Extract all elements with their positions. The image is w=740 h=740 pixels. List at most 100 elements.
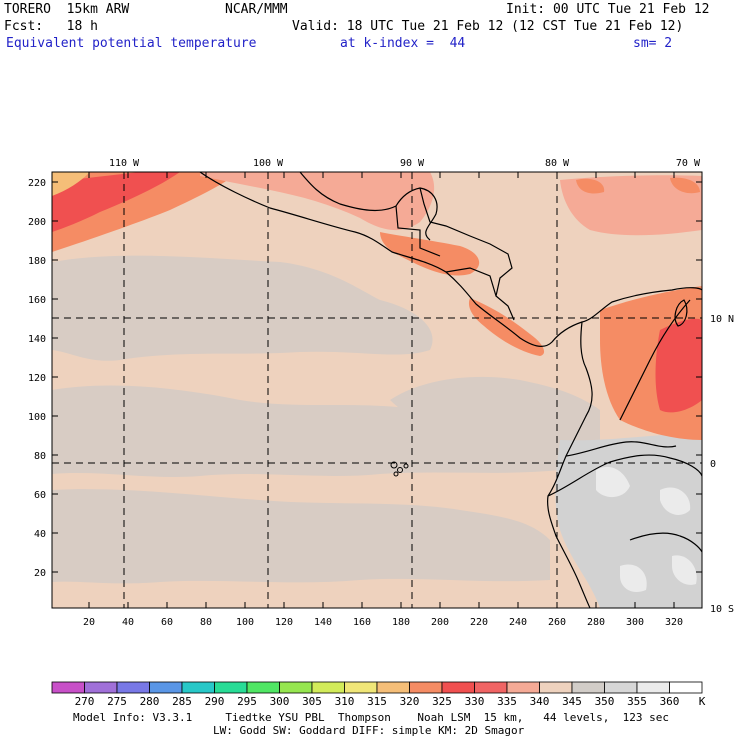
- colorbar-label: 330: [464, 695, 485, 708]
- field-warm-colombia-core: [655, 318, 702, 413]
- map-field: [52, 172, 702, 608]
- latitude-label: 10 S: [710, 604, 734, 615]
- coastline-south-america: [547, 321, 593, 608]
- coastline-mexico: [199, 172, 702, 347]
- colorbar-label: 305: [302, 695, 322, 708]
- coastline-gulf: [299, 172, 438, 241]
- y-tick-label: 220: [28, 178, 46, 189]
- colorbar-swatch: [669, 681, 703, 694]
- colorbar-swatch: [311, 681, 345, 694]
- field-land-gray: [555, 432, 702, 608]
- longitude-label: 100 W: [253, 158, 284, 169]
- field-warm-nw-yellow: [52, 172, 90, 196]
- colorbar-swatch: [181, 681, 215, 694]
- organization: NCAR/MMM: [225, 2, 288, 17]
- colorbar-swatch: [246, 681, 280, 694]
- x-tick-label: 120: [275, 617, 293, 628]
- colorbar-swatch: [279, 681, 313, 694]
- coastline-lake: [674, 299, 688, 327]
- coastlines: [199, 172, 702, 608]
- boundary-ecuador: [565, 441, 677, 457]
- x-tick-label: 140: [314, 617, 332, 628]
- x-tick-label: 20: [83, 617, 95, 628]
- galapagos-islands: [390, 461, 409, 477]
- y-tick-label: 80: [34, 451, 46, 462]
- colorbar-swatch: [84, 681, 118, 694]
- colorbar-label: 315: [367, 695, 387, 708]
- colorbar-label: 300: [269, 695, 290, 708]
- footer-model-info: Model Info: V3.3.1 Tiedtke YSU PBL Thomp…: [73, 711, 670, 724]
- boundary-nicaragua: [445, 267, 497, 297]
- y-tick-label: 200: [28, 217, 46, 228]
- y-tick-label: 180: [28, 256, 46, 267]
- colorbar-label: 345: [562, 695, 582, 708]
- x-tick-label: 240: [509, 617, 527, 628]
- x-tick-label: 300: [626, 617, 644, 628]
- x-tick-label: 60: [161, 617, 173, 628]
- axis-labels: 220 200 180 160 140 120 100 80 60 40 20 20 40 60 80 100…: [28, 158, 734, 628]
- level-info: at k-index = 44: [340, 36, 466, 51]
- island: [393, 471, 399, 477]
- island: [403, 463, 409, 469]
- longitude-label: 80 W: [545, 158, 570, 169]
- colorbar-label: 340: [529, 695, 550, 708]
- longitude-label: 90 W: [400, 158, 425, 169]
- y-tick-label: 100: [28, 412, 46, 423]
- colorbar-swatch: [409, 681, 443, 694]
- colorbar: [51, 681, 703, 694]
- boundary-guatemala: [395, 205, 441, 257]
- smoothing-info: sm= 2: [633, 36, 673, 51]
- x-tick-label: 40: [122, 617, 134, 628]
- x-tick-label: 220: [470, 617, 488, 628]
- longitude-label: 70 W: [676, 158, 701, 169]
- island: [390, 461, 398, 469]
- field-gray-patch: [52, 385, 560, 477]
- colorbar-label: 350: [594, 695, 615, 708]
- colorbar-swatch: [571, 681, 605, 694]
- model-title: TORERO 15km ARW: [4, 2, 130, 17]
- map-frame: [51, 171, 703, 609]
- y-tick-label: 120: [28, 373, 46, 384]
- boundary-peru: [547, 454, 702, 497]
- field-warm-mexico: [200, 172, 435, 231]
- colorbar-label: 320: [399, 695, 420, 708]
- field-warm-central-am: [380, 232, 480, 276]
- field-gray-patch: [52, 255, 433, 361]
- forecast-hour: Fcst: 18 h: [4, 19, 98, 34]
- y-tick-label: 60: [34, 490, 46, 501]
- field-land-light: [660, 487, 691, 515]
- x-tick-label: 180: [392, 617, 410, 628]
- colorbar-label: 285: [172, 695, 192, 708]
- colorbar-label: 325: [432, 695, 452, 708]
- colorbar-swatch: [149, 681, 183, 694]
- init-time: Init: 00 UTC Tue 21 Feb 12: [506, 2, 710, 17]
- x-tick-label: 320: [665, 617, 683, 628]
- colorbar-swatch: [376, 681, 410, 694]
- field-land-light: [620, 564, 647, 593]
- graticule: [52, 172, 702, 608]
- y-tick-label: 160: [28, 295, 46, 306]
- field-land-light: [672, 555, 697, 585]
- field-land-light: [596, 466, 630, 498]
- colorbar-swatch: [51, 681, 85, 694]
- colorbar-swatch: [539, 681, 573, 694]
- x-tick-label: 260: [548, 617, 566, 628]
- boundary-brazil: [629, 532, 702, 553]
- colorbar-label: 295: [237, 695, 257, 708]
- longitude-label: 110 W: [109, 158, 140, 169]
- field-name: Equivalent potential temperature: [6, 36, 257, 51]
- y-tick-label: 20: [34, 568, 46, 579]
- x-tick-label: 160: [353, 617, 371, 628]
- y-tick-label: 140: [28, 334, 46, 345]
- colorbar-swatch: [441, 681, 475, 694]
- colorbar-swatch: [214, 681, 248, 694]
- field-warm-caribbean-dots: [576, 177, 700, 194]
- colorbar-swatch: [604, 681, 638, 694]
- colorbar-label: 310: [334, 695, 355, 708]
- x-tick-label: 80: [200, 617, 212, 628]
- field-gray-patch: [52, 489, 550, 584]
- footer-physics-info: LW: Godd SW: Goddard DIFF: simple KM: 2D…: [213, 724, 525, 737]
- colorbar-label: 270: [74, 695, 95, 708]
- island: [397, 467, 403, 473]
